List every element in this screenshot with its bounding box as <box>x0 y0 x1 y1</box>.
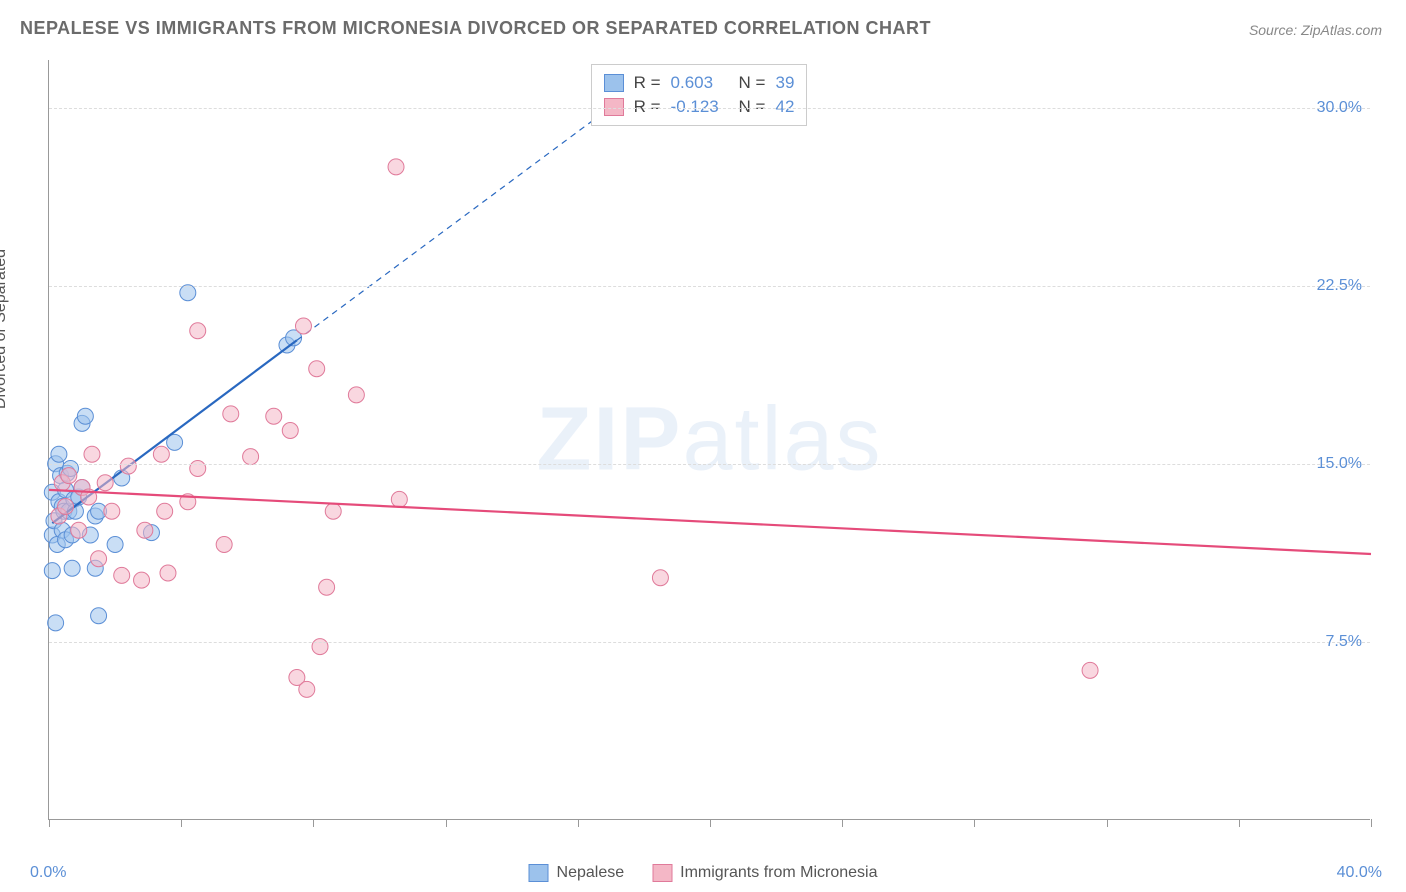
data-point <box>84 446 100 462</box>
x-tick <box>974 819 975 827</box>
y-tick-label: 22.5% <box>1317 277 1362 295</box>
data-point <box>1082 662 1098 678</box>
x-tick <box>313 819 314 827</box>
data-point <box>388 159 404 175</box>
x-axis-max-label: 40.0% <box>1337 864 1382 882</box>
scatter-svg <box>49 60 1370 819</box>
plot-area: ZIPatlas R =0.603N =39R =-0.123N =42 7.5… <box>48 60 1370 820</box>
data-point <box>157 503 173 519</box>
legend-swatch <box>529 864 549 882</box>
data-point <box>190 323 206 339</box>
legend-item: Nepalese <box>529 864 625 882</box>
source-attribution: Source: ZipAtlas.com <box>1249 22 1382 38</box>
x-tick <box>49 819 50 827</box>
data-point <box>134 572 150 588</box>
data-point <box>325 503 341 519</box>
data-point <box>153 446 169 462</box>
trend-line-dashed <box>297 119 594 340</box>
data-point <box>48 615 64 631</box>
data-point <box>309 361 325 377</box>
data-point <box>91 551 107 567</box>
data-point <box>137 522 153 538</box>
x-tick <box>1239 819 1240 827</box>
chart-title: NEPALESE VS IMMIGRANTS FROM MICRONESIA D… <box>20 18 931 39</box>
grid-line <box>49 108 1370 109</box>
data-point <box>104 503 120 519</box>
r-value: 0.603 <box>671 73 729 93</box>
data-point <box>91 608 107 624</box>
legend-swatch <box>604 74 624 92</box>
data-point <box>77 408 93 424</box>
x-axis-min-label: 0.0% <box>30 864 66 882</box>
legend-label: Immigrants from Micronesia <box>680 864 877 881</box>
data-point <box>299 681 315 697</box>
bottom-legend: Nepalese Immigrants from Micronesia <box>529 864 878 882</box>
y-tick-label: 30.0% <box>1317 99 1362 117</box>
data-point <box>223 406 239 422</box>
data-point <box>120 458 136 474</box>
data-point <box>652 570 668 586</box>
stats-row: R = 0.603 N = 39 <box>604 71 795 95</box>
data-point <box>391 491 407 507</box>
x-tick <box>1371 819 1372 827</box>
data-point <box>51 446 67 462</box>
legend-swatch <box>652 864 672 882</box>
data-point <box>160 565 176 581</box>
data-point <box>71 522 87 538</box>
data-point <box>61 468 77 484</box>
grid-line <box>49 464 1370 465</box>
data-point <box>180 285 196 301</box>
grid-line <box>49 286 1370 287</box>
data-point <box>58 499 74 515</box>
data-point <box>282 423 298 439</box>
x-tick <box>710 819 711 827</box>
y-tick-label: 15.0% <box>1317 455 1362 473</box>
data-point <box>243 449 259 465</box>
x-tick <box>842 819 843 827</box>
data-point <box>107 537 123 553</box>
legend-item: Immigrants from Micronesia <box>652 864 877 882</box>
data-point <box>319 579 335 595</box>
y-axis-label: Divorced or Separated <box>0 249 10 409</box>
data-point <box>44 563 60 579</box>
stats-box: R =0.603N =39R =-0.123N =42 <box>591 64 808 126</box>
x-tick <box>446 819 447 827</box>
r-label: R = <box>634 73 661 93</box>
trend-line <box>49 490 1371 554</box>
data-point <box>97 475 113 491</box>
legend-label: Nepalese <box>557 864 625 881</box>
data-point <box>348 387 364 403</box>
x-tick <box>181 819 182 827</box>
data-point <box>266 408 282 424</box>
data-point <box>216 537 232 553</box>
data-point <box>64 560 80 576</box>
n-value: 39 <box>775 73 794 93</box>
y-tick-label: 7.5% <box>1326 633 1362 651</box>
x-tick <box>578 819 579 827</box>
data-point <box>114 567 130 583</box>
x-tick <box>1107 819 1108 827</box>
grid-line <box>49 642 1370 643</box>
n-label: N = <box>739 73 766 93</box>
data-point <box>295 318 311 334</box>
